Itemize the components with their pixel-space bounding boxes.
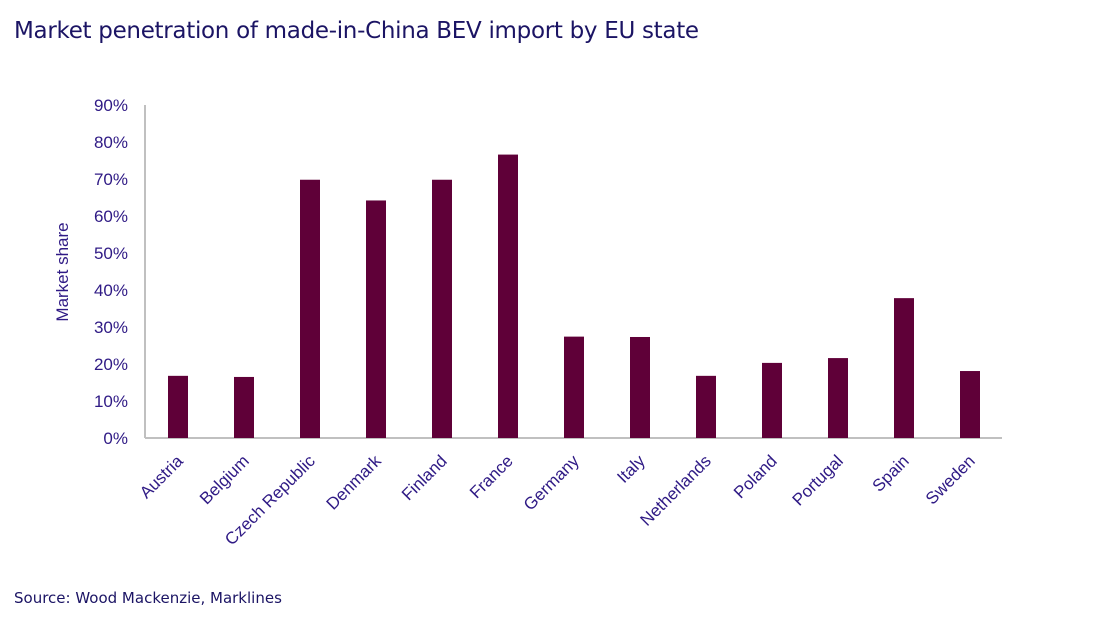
- y-tick-label: 40%: [94, 281, 128, 300]
- x-tick-label: Portugal: [789, 451, 847, 509]
- x-tick-label: Germany: [520, 451, 583, 514]
- bar: [168, 375, 188, 438]
- y-tick-label: 80%: [94, 133, 128, 152]
- x-tick-label: Denmark: [323, 451, 386, 514]
- bar: [432, 179, 452, 439]
- y-tick-label: 20%: [94, 355, 128, 374]
- y-tick-label: 0%: [103, 429, 128, 448]
- bar: [564, 336, 584, 438]
- x-tick-label: Austria: [136, 451, 187, 502]
- bar: [234, 376, 254, 438]
- x-tick-label: Poland: [730, 451, 781, 502]
- x-tick-label: Sweden: [922, 451, 979, 508]
- bar: [894, 298, 914, 438]
- bar: [498, 154, 518, 438]
- x-tick-label: Belgium: [196, 451, 253, 508]
- bar: [630, 336, 650, 438]
- bar: [300, 179, 320, 439]
- x-tick-label: Netherlands: [637, 451, 715, 529]
- x-tick-label: France: [466, 451, 517, 502]
- y-tick-label: 50%: [94, 244, 128, 263]
- bar: [762, 362, 782, 438]
- y-tick-label: 30%: [94, 318, 128, 337]
- x-tick-label: Finland: [398, 451, 451, 504]
- y-axis-label: Market share: [53, 222, 72, 321]
- chart-title: Market penetration of made-in-China BEV …: [14, 18, 699, 44]
- bar: [960, 371, 980, 438]
- x-tick-label: Italy: [613, 451, 649, 487]
- source-note: Source: Wood Mackenzie, Marklines: [14, 589, 282, 607]
- bar: [828, 358, 848, 438]
- bar: [366, 200, 386, 438]
- y-tick-label: 60%: [94, 207, 128, 226]
- x-tick-label: Spain: [869, 451, 913, 495]
- y-tick-label: 70%: [94, 170, 128, 189]
- y-tick-label: 90%: [94, 96, 128, 115]
- bar: [696, 375, 716, 438]
- y-tick-label: 10%: [94, 392, 128, 411]
